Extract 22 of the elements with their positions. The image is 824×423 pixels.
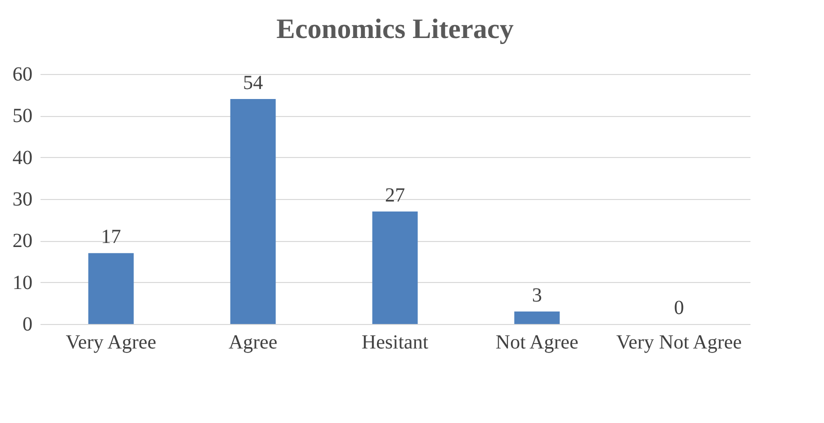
y-tick-label: 20 (12, 230, 32, 252)
data-label: 54 (243, 72, 263, 94)
bar (88, 253, 134, 324)
y-tick-label: 50 (12, 105, 32, 128)
data-label: 17 (101, 226, 121, 248)
y-tick-label: 60 (12, 64, 32, 86)
y-tick-label: 10 (12, 272, 32, 294)
bar (230, 99, 276, 324)
data-label: 0 (674, 297, 684, 319)
bar (372, 212, 418, 324)
x-tick-label: Agree (228, 332, 278, 354)
x-tick-label: Very Not Agree (616, 332, 742, 354)
data-label: 3 (532, 284, 542, 306)
x-tick-label: Hesitant (362, 332, 429, 354)
y-tick-label: 30 (12, 188, 32, 210)
x-tick-label: Very Agree (66, 332, 156, 354)
x-tick-label: Not Agree (496, 332, 578, 354)
bar (514, 312, 560, 324)
data-label: 27 (385, 184, 405, 206)
chart-title: Economics Literacy (276, 14, 514, 45)
y-tick-label: 0 (22, 314, 32, 336)
y-tick-label: 40 (12, 146, 32, 169)
